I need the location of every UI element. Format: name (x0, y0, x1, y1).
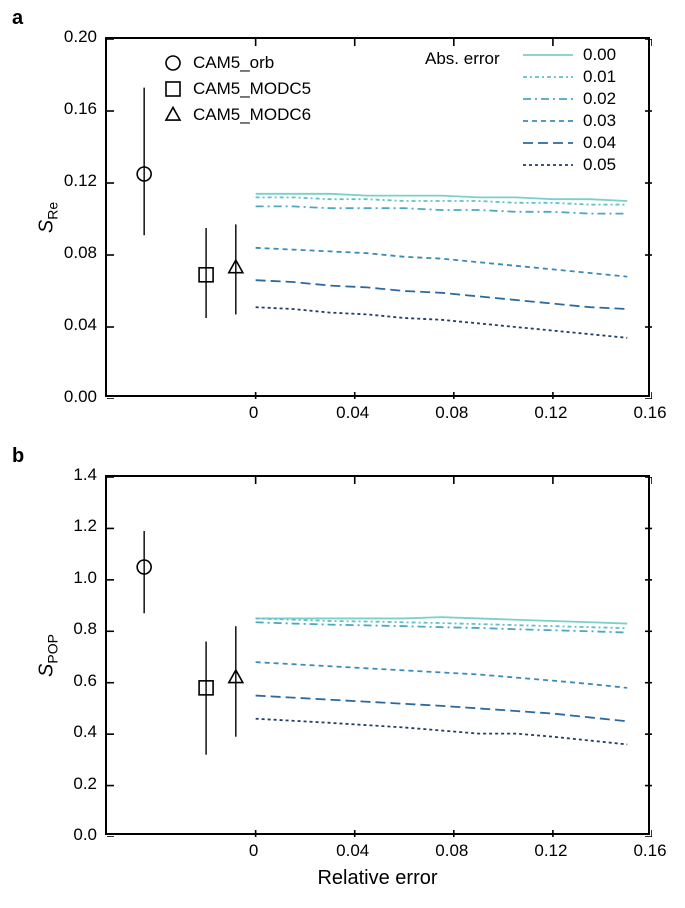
line-legend-item: 0.02 (523, 89, 616, 109)
y-tick-label: 0.08 (64, 243, 97, 263)
marker-legend-label: CAM5_orb (193, 53, 274, 73)
marker-legend-item: CAM5_MODC5 (163, 79, 311, 99)
x-tick-label: 0 (234, 841, 274, 861)
y-tick-label: 1.0 (73, 568, 97, 588)
plot-area-b (105, 475, 650, 835)
y-tick-label: 0.4 (73, 722, 97, 742)
x-tick-label: 0.04 (333, 841, 373, 861)
y-tick-label: 0.00 (64, 387, 97, 407)
y-axis-label-a: SRe (36, 188, 61, 248)
line-legend-item: 0.05 (523, 155, 616, 175)
line-legend-item: 0.00 (523, 45, 616, 65)
panel-label-b: b (12, 445, 24, 468)
series-line (256, 280, 628, 309)
y-tick-label: 0.2 (73, 774, 97, 794)
line-legend-label: 0.03 (583, 111, 616, 131)
marker-legend-label: CAM5_MODC5 (193, 79, 311, 99)
series-line (256, 662, 628, 688)
x-tick-label: 0.08 (432, 403, 472, 423)
series-line (256, 307, 628, 338)
series-line (256, 206, 628, 213)
marker-legend-item: CAM5_MODC6 (163, 105, 311, 125)
panel-label-a: a (12, 7, 23, 30)
y-tick-label: 0.12 (64, 171, 97, 191)
line-legend-item: 0.04 (523, 133, 616, 153)
y-tick-label: 0.6 (73, 671, 97, 691)
marker-legend-label: CAM5_MODC6 (193, 105, 311, 125)
line-legend-item: 0.01 (523, 67, 616, 87)
line-legend-label: 0.02 (583, 89, 616, 109)
y-tick-label: 0.8 (73, 619, 97, 639)
x-tick-label: 0.12 (531, 403, 571, 423)
y-axis-label-b: SPOP (36, 626, 61, 686)
y-tick-label: 0.04 (64, 315, 97, 335)
x-tick-label: 0 (234, 403, 274, 423)
series-line (256, 696, 628, 722)
x-tick-label: 0.16 (630, 841, 670, 861)
line-legend-title: Abs. error (425, 49, 500, 69)
y-tick-label: 0.16 (64, 99, 97, 119)
series-line (256, 248, 628, 277)
y-tick-label: 0.20 (64, 27, 97, 47)
x-axis-label: Relative error (105, 867, 650, 890)
y-tick-label: 0.0 (73, 825, 97, 845)
x-tick-label: 0.08 (432, 841, 472, 861)
x-tick-label: 0.12 (531, 841, 571, 861)
line-legend-label: 0.01 (583, 67, 616, 87)
line-legend-label: 0.05 (583, 155, 616, 175)
y-tick-label: 1.4 (73, 465, 97, 485)
x-tick-label: 0.16 (630, 403, 670, 423)
marker-legend-item: CAM5_orb (163, 53, 274, 73)
series-line (256, 719, 628, 745)
line-legend-label: 0.00 (583, 45, 616, 65)
line-legend-label: 0.04 (583, 133, 616, 153)
plot-svg-b (107, 477, 652, 837)
y-tick-label: 1.2 (73, 516, 97, 536)
x-tick-label: 0.04 (333, 403, 373, 423)
line-legend-item: 0.03 (523, 111, 616, 131)
